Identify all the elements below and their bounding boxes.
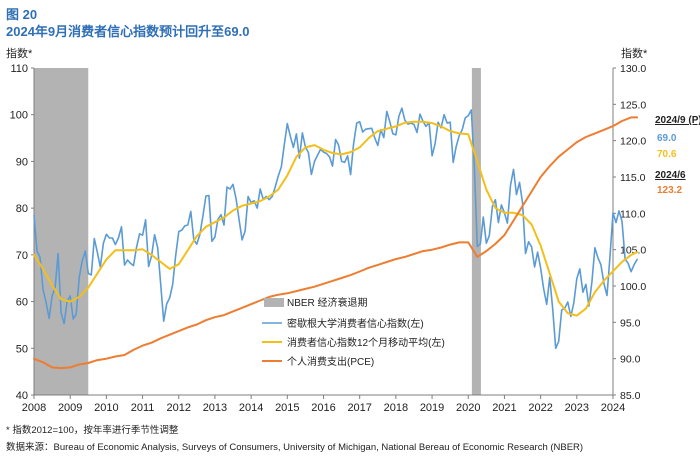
legend-moving-avg-label: 消费者信心指数12个月移动平均(左)	[287, 336, 445, 349]
y-right-tick-label: 90.0	[620, 354, 641, 366]
y-left-tick-label: 110	[10, 63, 28, 75]
legend: NBER 经济衰退期 密歇根大学消费者信心指数(左) 消费者信心指数12个月移动…	[262, 296, 445, 368]
x-tick-label: 2009	[58, 402, 82, 414]
x-tick-label: 2008	[22, 402, 46, 414]
x-tick-label: 2019	[420, 402, 444, 414]
recession-band-1	[34, 68, 89, 395]
x-tick-label: 2022	[528, 402, 552, 414]
y-left-tick-label: 60	[16, 297, 28, 309]
y-right-axis-label: 指数*	[621, 46, 648, 60]
y-right-tick-label: 115.0	[620, 172, 646, 184]
michigan-sentiment-line	[33, 107, 638, 350]
tick-labels: 40 50 60 70 80 90 100 110 85.0 90.0 95.0 100.0 105.0…	[10, 63, 647, 414]
y-left-tick-label: 50	[16, 343, 28, 355]
pce-line	[33, 116, 639, 370]
legend-recession-label: NBER 经济衰退期	[287, 296, 368, 309]
x-tick-label: 2012	[167, 402, 191, 414]
x-tick-label: 2017	[347, 402, 371, 414]
x-tick-label: 2013	[203, 402, 227, 414]
y-right-tick-label: 130.0	[620, 63, 646, 75]
x-tick-label: 2020	[456, 402, 480, 414]
annotation-date-sentiment: 2024/9 (P)	[655, 115, 700, 126]
y-left-tick-label: 80	[16, 203, 28, 215]
consumer-sentiment-chart: 40 50 60 70 80 90 100 110 85.0 90.0 95.0 100.0 105.0…	[6, 46, 700, 414]
y-right-tick-label: 105.0	[620, 245, 646, 257]
legend-pce-label: 个人消费支出(PCE)	[287, 355, 374, 368]
annotation-sentiment-value: 69.0	[657, 133, 677, 144]
y-right-tick-label: 85.0	[620, 390, 641, 402]
x-tick-label: 2015	[275, 402, 299, 414]
x-tick-label: 2016	[311, 402, 335, 414]
y-left-tick-label: 90	[16, 156, 28, 168]
footnote: * 指数2012=100，按年率进行季节性调整	[6, 425, 179, 436]
x-tick-label: 2011	[131, 402, 155, 414]
y-left-tick-label: 100	[10, 110, 28, 122]
y-left-axis-label: 指数*	[6, 46, 33, 60]
y-right-tick-label: 95.0	[620, 317, 641, 329]
legend-michigan-label: 密歇根大学消费者信心指数(左)	[287, 317, 424, 330]
annotation-pce-value: 123.2	[657, 185, 682, 196]
legend-recession-swatch	[264, 298, 284, 307]
data-source: 数据来源：Bureau of Economic Analysis, Survey…	[6, 442, 584, 453]
y-right-tick-label: 120.0	[620, 136, 646, 148]
y-left-tick-label: 40	[16, 390, 28, 402]
y-right-tick-label: 110.0	[620, 208, 646, 220]
x-tick-label: 2021	[492, 402, 516, 414]
y-right-tick-label: 125.0	[620, 99, 646, 111]
annotations: 2024/9 (P) 69.0 70.6 2024/6 123.2	[655, 115, 700, 196]
figure-label: 图 20	[6, 7, 38, 22]
annotation-moving-avg-value: 70.6	[657, 149, 677, 160]
x-tick-label: 2024	[601, 402, 625, 414]
x-tick-label: 2018	[384, 402, 408, 414]
x-tick-label: 2010	[94, 402, 118, 414]
chart-title: 2024年9月消费者信心指数预计回升至69.0	[6, 24, 250, 39]
moving-average-line	[33, 120, 639, 317]
y-left-tick-label: 70	[16, 250, 28, 262]
annotation-date-pce: 2024/6	[655, 170, 686, 181]
x-tick-label: 2023	[565, 402, 589, 414]
y-right-tick-label: 100.0	[620, 281, 646, 293]
series-lines	[33, 107, 639, 370]
x-tick-label: 2014	[239, 402, 263, 414]
